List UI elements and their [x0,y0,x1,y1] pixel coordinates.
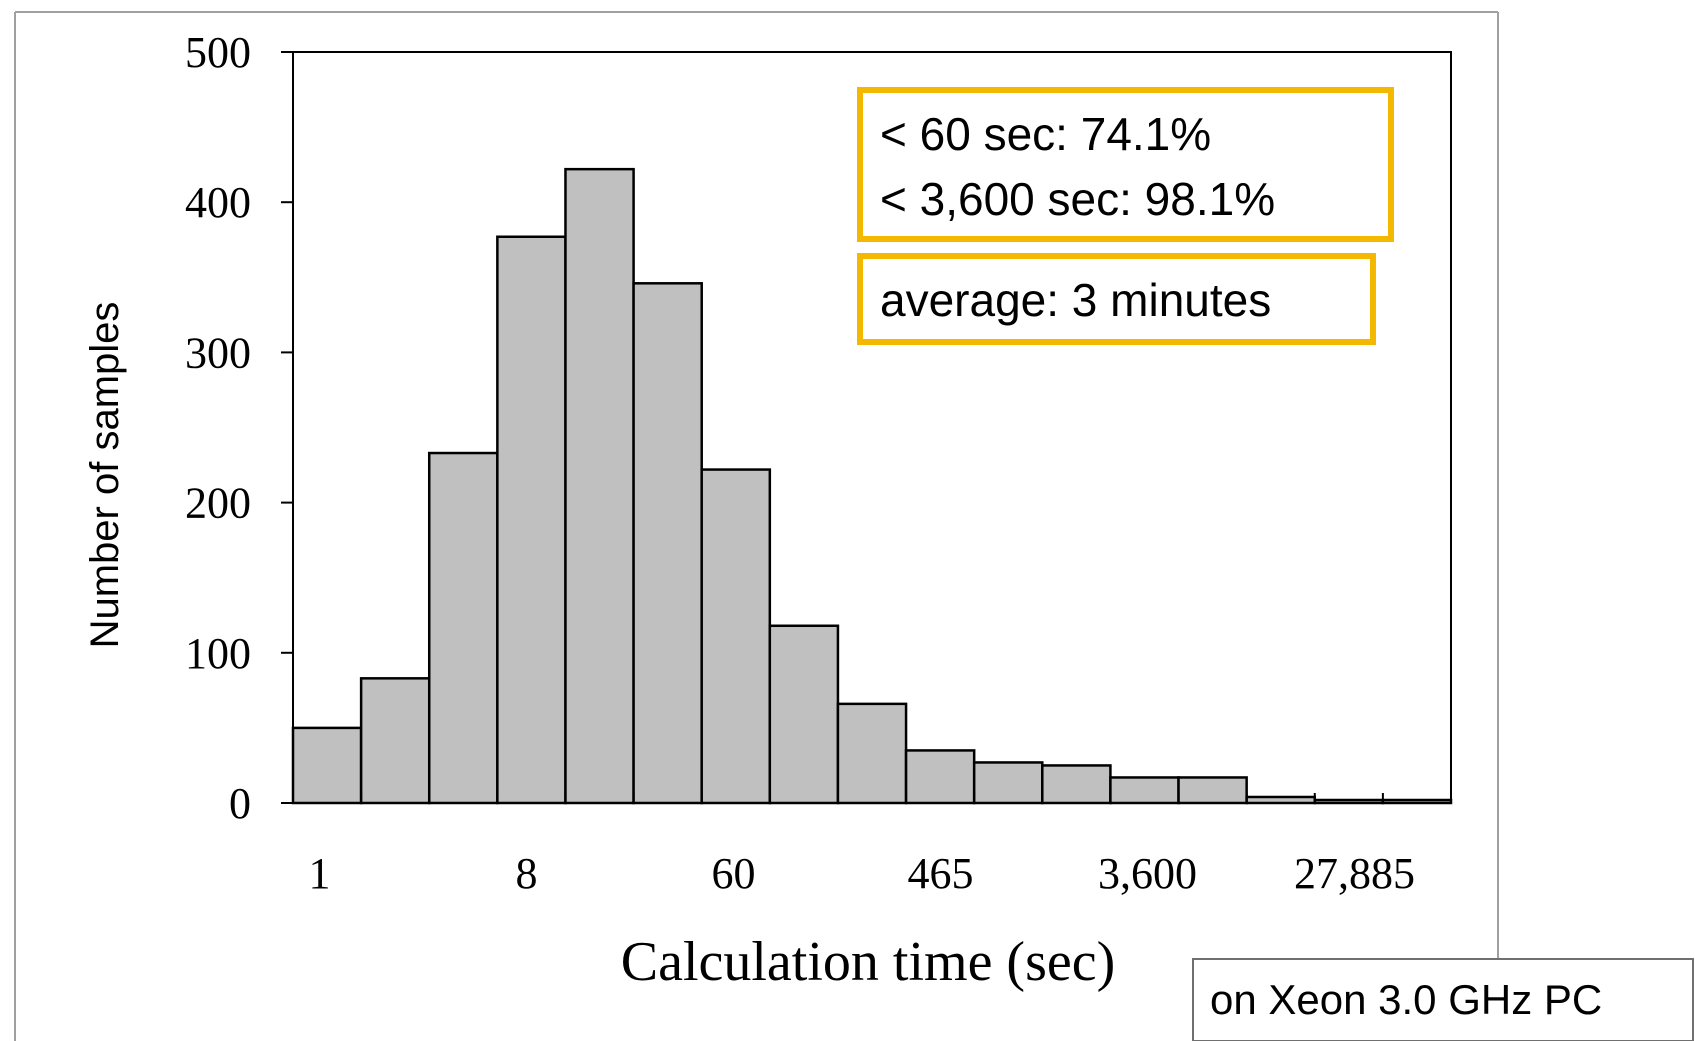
footnote-text: on Xeon 3.0 GHz PC [1210,976,1602,1023]
x-tick-label: 27,885 [1294,849,1415,898]
histogram-bar [564,167,635,805]
x-ticks-group: 1 8 60 465 3,600 27,885 [309,793,1415,898]
histogram-bar [1177,776,1248,805]
histogram-bar [1313,798,1385,805]
bars-group [291,167,1453,805]
y-ticks-group: 0 100 200 300 400 500 [185,28,293,828]
histogram-bar [1109,776,1180,805]
histogram-bar [1381,798,1453,805]
histogram-bar [904,749,976,805]
annotation-3600sec: < 3,600 sec: 98.1% [880,173,1275,225]
y-tick-label: 500 [185,28,251,77]
y-tick-label: 300 [185,328,251,377]
x-tick-label: 1 [309,849,331,898]
histogram-bar [1245,795,1317,805]
annotation-average: average: 3 minutes [880,274,1271,326]
histogram-bar [700,468,772,805]
y-tick-label: 100 [185,629,251,678]
annotation-60sec: < 60 sec: 74.1% [880,108,1211,160]
histogram-bar [768,624,840,805]
figure-frame [14,11,1499,1041]
y-tick-label: 200 [185,479,251,528]
footnote-box: on Xeon 3.0 GHz PC [1192,958,1694,1041]
y-tick-label: 400 [185,178,251,227]
x-tick-label: 8 [516,849,538,898]
x-tick-label: 465 [908,849,974,898]
x-tick-label: 60 [712,849,756,898]
annotation-box-average: average: 3 minutes [857,253,1376,345]
histogram-bar [427,451,499,805]
y-tick-label: 0 [229,779,251,828]
histogram-bar [359,677,431,805]
histogram-bar [972,761,1044,805]
x-axis-label: Calculation time (sec) [621,931,1115,993]
x-tick-label: 3,600 [1098,849,1197,898]
histogram-bar [836,702,908,805]
histogram-bar [496,235,567,805]
y-axis-label: Number of samples [83,302,127,649]
histogram-bar [291,726,363,805]
histogram-bar [1041,764,1112,805]
annotation-box-percent: < 60 sec: 74.1% < 3,600 sec: 98.1% [857,87,1394,242]
histogram-bar [632,282,703,805]
